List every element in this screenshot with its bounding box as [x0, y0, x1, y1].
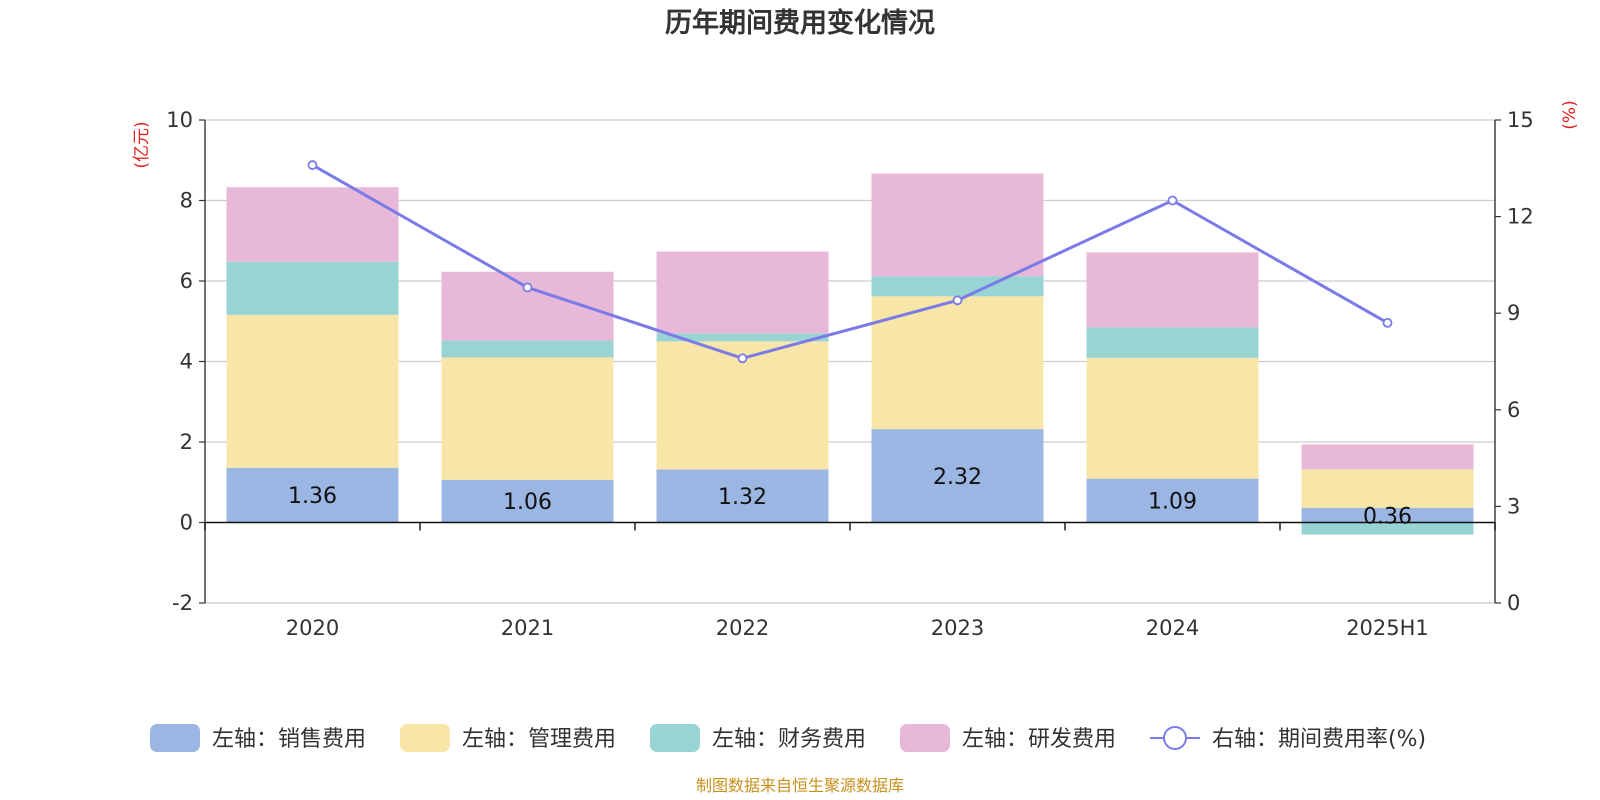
- rate-line: [311, 163, 1389, 360]
- bar-segment: [226, 467, 399, 523]
- legend-label: 左轴：管理费用: [462, 727, 616, 752]
- legend-label: 左轴：财务费用: [712, 727, 866, 752]
- axes-group: -2 0 2 4 6 8 10 0 3 6 9 12 15 2020 2021 2022 2023 2024 202…: [166, 108, 1533, 640]
- bar-segment: [1301, 444, 1474, 470]
- bar-segment: [656, 251, 829, 334]
- bar-data-label: 1.36: [288, 484, 337, 509]
- x-axis-tick-label: 2020: [286, 616, 339, 640]
- legend-swatch: [650, 724, 700, 752]
- bar-segment: [1301, 522, 1474, 535]
- legend-swatch: [900, 724, 950, 752]
- x-axis-tick-label: 2023: [931, 616, 984, 640]
- bar-segment: [441, 357, 614, 480]
- x-axis-tick-label: 2022: [716, 616, 769, 640]
- rate-point: [737, 353, 748, 364]
- rate-point: [1167, 195, 1178, 206]
- source-note: 制图数据来自恒生聚源数据库: [696, 776, 904, 795]
- rate-point: [307, 160, 318, 170]
- bar-data-label: 2.32: [933, 465, 982, 490]
- right-axis-tick-label: 3: [1507, 494, 1520, 518]
- bar-segment: [1301, 508, 1474, 523]
- bar-segment: [871, 276, 1044, 297]
- bar-segment: [871, 173, 1044, 277]
- left-axis-tick-label: 6: [180, 269, 193, 293]
- bar-segment: [441, 479, 614, 523]
- bar-segment: [226, 261, 399, 315]
- bar-segment: [226, 314, 399, 468]
- bars-group: [226, 173, 1474, 535]
- rate-point: [952, 295, 963, 306]
- bar-segment: [1086, 252, 1259, 328]
- bar-segment: [656, 469, 829, 523]
- right-axis-unit: (%): [1560, 100, 1580, 129]
- bar-segment: [441, 340, 614, 358]
- right-axis-tick-label: 6: [1507, 398, 1520, 422]
- left-axis-tick-label: 8: [180, 189, 193, 213]
- right-axis-tick-label: 15: [1507, 108, 1534, 132]
- bar-data-label: 1.09: [1148, 490, 1197, 515]
- rate-point: [1382, 317, 1393, 328]
- legend-swatch: [400, 724, 450, 752]
- legend: 左轴：销售费用 左轴：管理费用 左轴：财务费用 左轴：研发费用 右轴：期间费用率(%): [150, 724, 1426, 752]
- x-axis-tick-label: 2024: [1146, 616, 1199, 640]
- bar-segment: [226, 187, 399, 262]
- legend-marker-icon: [1163, 726, 1187, 750]
- rate-point: [522, 282, 533, 293]
- left-axis-tick-label: 10: [166, 108, 193, 132]
- right-axis-tick-label: 0: [1507, 591, 1520, 615]
- legend-label: 左轴：研发费用: [962, 727, 1116, 752]
- left-axis-tick-label: -2: [172, 591, 193, 615]
- legend-label: 左轴：销售费用: [212, 727, 366, 752]
- legend-swatch: [150, 724, 200, 752]
- rate-line-group: [307, 160, 1393, 364]
- right-axis-tick-label: 9: [1507, 301, 1520, 325]
- bar-segment: [871, 429, 1044, 523]
- bar-segment: [1086, 478, 1259, 523]
- right-axis-tick-label: 12: [1507, 205, 1534, 229]
- left-axis-tick-label: 2: [180, 430, 193, 454]
- left-axis-unit: (亿元): [132, 121, 152, 168]
- data-labels-group: 1.36 1.06 1.32 2.32 1.09 0.36: [288, 465, 1412, 529]
- bar-data-label: 1.06: [503, 490, 552, 515]
- left-axis-tick-label: 0: [180, 511, 193, 535]
- x-axis-tick-label: 2025H1: [1346, 616, 1429, 640]
- legend-label: 右轴：期间费用率(%): [1212, 727, 1426, 752]
- bar-data-label: 1.32: [718, 485, 767, 510]
- bar-segment: [656, 333, 829, 342]
- bar-segment: [871, 296, 1044, 430]
- bar-segment: [1301, 469, 1474, 509]
- x-axis-tick-label: 2021: [501, 616, 554, 640]
- grid-lines: [205, 119, 1495, 604]
- bar-data-label: 0.36: [1363, 504, 1412, 529]
- left-axis-tick-label: 4: [180, 350, 193, 374]
- chart-title: 历年期间费用变化情况: [665, 7, 935, 39]
- bar-segment: [1086, 357, 1259, 479]
- bar-segment: [1086, 327, 1259, 358]
